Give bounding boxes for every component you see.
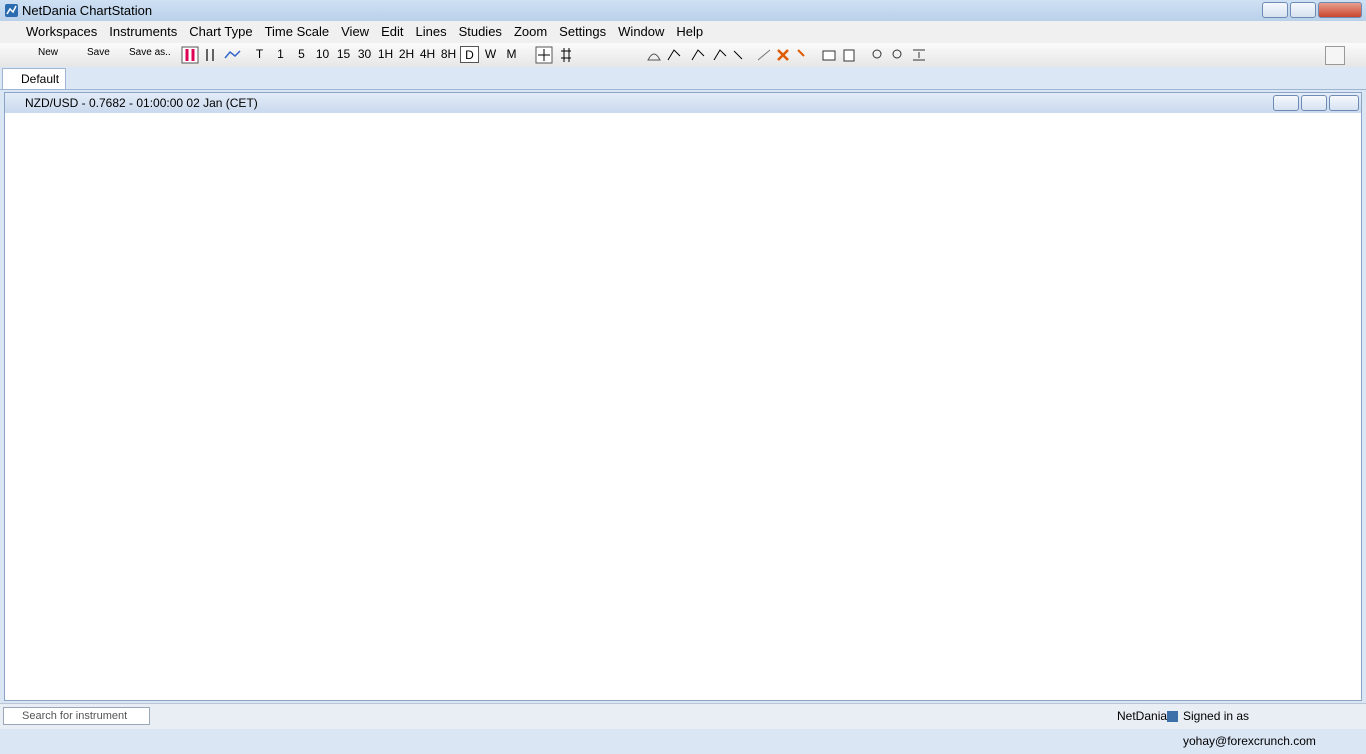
close-button[interactable]	[1318, 2, 1362, 18]
menu-item[interactable]: Chart Type	[189, 24, 253, 39]
app-title: NetDania ChartStation	[22, 3, 153, 18]
minimize-button[interactable]	[1262, 2, 1288, 18]
chart-close[interactable]	[1329, 95, 1359, 111]
menu-item[interactable]: Workspaces	[26, 24, 98, 39]
timeframe-button[interactable]: 1	[277, 47, 284, 61]
search-placeholder: Search for instrument	[22, 710, 128, 722]
toolbar-icons	[181, 46, 925, 64]
timeframe-button[interactable]: 10	[315, 47, 330, 61]
menu-item[interactable]: Studies	[458, 24, 502, 39]
menu-bar: Workspaces Instruments Chart Type Time Scal…	[0, 21, 1366, 43]
timeframe-button[interactable]: 4H	[419, 47, 436, 61]
menu-item[interactable]: Edit	[381, 24, 404, 39]
timeframe-button[interactable]: W	[484, 47, 497, 61]
user-icon	[1167, 711, 1178, 722]
menu-item[interactable]: View	[341, 24, 370, 39]
timeframe-button[interactable]: 2H	[398, 47, 415, 61]
status-user: Signed in as yohay@forexcrunch.com	[1183, 709, 1316, 748]
timeframe-button[interactable]: D	[460, 46, 479, 63]
maximize-button[interactable]	[1290, 2, 1316, 18]
menu-item[interactable]: Zoom	[513, 24, 548, 39]
app-icon	[5, 4, 18, 17]
file-button[interactable]: Save	[87, 47, 110, 58]
menu-item[interactable]: Settings	[559, 24, 607, 39]
timeframe-button[interactable]: 1H	[377, 47, 394, 61]
file-button[interactable]: Save as..	[129, 47, 171, 58]
timeframe-button[interactable]: 5	[298, 47, 305, 61]
menu-item[interactable]: Instruments	[109, 24, 178, 39]
chart-window-title-bar: NZD/USD - 0.7682 - 01:00:00 02 Jan (CET)	[5, 93, 1361, 113]
timeframe-button[interactable]: 15	[336, 47, 351, 61]
status-bar: Search for instrument NetDania Signed in…	[0, 703, 1366, 748]
chart-minimize[interactable]	[1273, 95, 1299, 111]
menu-item[interactable]: Lines	[415, 24, 447, 39]
timeframe-button[interactable]: 30	[357, 47, 372, 61]
tab-bar	[0, 67, 1366, 90]
title-bar: NetDania ChartStation	[0, 0, 1366, 21]
menu-item[interactable]: Help	[676, 24, 704, 39]
chart-window-title: NZD/USD - 0.7682 - 01:00:00 02 Jan (CET)	[25, 96, 258, 110]
chart-restore[interactable]	[1301, 95, 1327, 111]
timeframe-button[interactable]: T	[255, 47, 264, 61]
toolbar: New Save Save as.. T 1 5 10 15 30 1H 2H 4H 8H D W M	[0, 43, 1366, 68]
status-provider: NetDania	[1117, 709, 1168, 723]
file-button[interactable]: New	[38, 47, 59, 58]
search-box[interactable]: Search for instrument	[3, 707, 150, 725]
menu-item[interactable]: Time Scale	[264, 24, 330, 39]
menu-item[interactable]: Window	[618, 24, 665, 39]
timeframe-button[interactable]: 8H	[440, 47, 457, 61]
panel-button[interactable]	[1325, 46, 1345, 65]
timeframe-button[interactable]: M	[506, 47, 517, 61]
chart-window	[4, 92, 1362, 701]
workspace-tab[interactable]: Default	[2, 68, 67, 89]
